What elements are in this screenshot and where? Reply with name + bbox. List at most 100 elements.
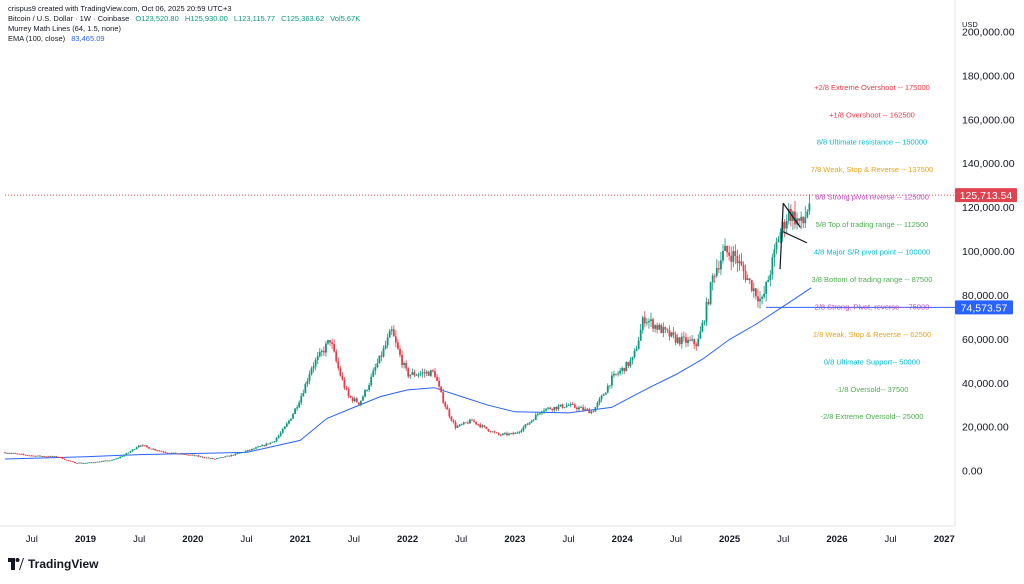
candle-body bbox=[193, 454, 196, 456]
candle-body bbox=[641, 317, 644, 330]
price-chart[interactable]: 125,713.54 74,573.57 +2/8 Extreme Oversho… bbox=[0, 0, 1024, 552]
y-axis[interactable]: 0.00 20,000.00 40,000.00 60,000.00 80,000.00… bbox=[962, 26, 1015, 477]
candle-body bbox=[658, 324, 661, 330]
candle-body bbox=[96, 461, 99, 463]
candle-body bbox=[78, 462, 80, 464]
candle-body bbox=[41, 456, 43, 457]
indicator-legend-murrey[interactable]: Murrey Math Lines (64, 1.5, none) bbox=[8, 24, 125, 33]
candle-body bbox=[631, 356, 634, 361]
candle-body bbox=[137, 445, 140, 448]
candle-body bbox=[752, 288, 755, 291]
candle-body bbox=[45, 456, 48, 458]
candle-body bbox=[333, 344, 336, 352]
candle-body bbox=[746, 278, 749, 280]
candle-body bbox=[292, 413, 294, 419]
candle-body bbox=[734, 251, 737, 257]
candle-body bbox=[643, 317, 646, 324]
candle-body bbox=[440, 386, 443, 393]
candle-body bbox=[386, 337, 389, 346]
candle-body bbox=[434, 371, 436, 377]
created-text: crispus9 created with TradingView.com, O… bbox=[8, 4, 232, 13]
candle-body bbox=[183, 454, 185, 455]
candle-body bbox=[798, 218, 801, 221]
candle-body bbox=[619, 370, 622, 374]
candle-body bbox=[100, 461, 103, 463]
candle-body bbox=[265, 443, 268, 446]
candle-body bbox=[178, 453, 181, 455]
candle-body bbox=[187, 454, 189, 456]
candle-body bbox=[493, 431, 496, 433]
murrey-labels: +2/8 Extreme Overshoot -- 175000 +1/8 Ove… bbox=[811, 83, 933, 421]
candle-body bbox=[170, 452, 173, 454]
candle-body bbox=[318, 351, 321, 357]
candle-body bbox=[76, 463, 78, 464]
grid-lines bbox=[0, 0, 956, 527]
x-tick-label: Jul bbox=[885, 534, 897, 545]
candle-body bbox=[8, 453, 11, 454]
support-price-tag bbox=[955, 300, 1013, 315]
y-tick-label: 20,000.00 bbox=[962, 422, 1009, 434]
murrey-level-label: 0/8 Ultimate Support-- 50000 bbox=[824, 357, 920, 366]
candle-body bbox=[621, 367, 624, 371]
candle-body bbox=[442, 392, 445, 403]
candle-body bbox=[491, 431, 494, 433]
candle-body bbox=[534, 414, 537, 420]
candle-body bbox=[234, 453, 237, 456]
candle-body bbox=[366, 389, 368, 391]
candle-body bbox=[742, 265, 745, 272]
candle-body bbox=[730, 255, 733, 262]
candle-body bbox=[479, 424, 482, 428]
candle-body bbox=[709, 282, 712, 304]
candle-body bbox=[37, 455, 39, 457]
candle-body bbox=[446, 406, 449, 410]
candle-body bbox=[448, 409, 451, 417]
ema-indicator-label[interactable]: EMA (100, close) bbox=[8, 34, 66, 43]
candle-body bbox=[399, 348, 401, 355]
candle-body bbox=[357, 402, 360, 405]
candle-body bbox=[417, 374, 420, 376]
candle-body bbox=[664, 327, 667, 330]
candle-body bbox=[376, 363, 379, 368]
candle-body bbox=[388, 330, 391, 338]
candle-body bbox=[209, 458, 212, 459]
candle-body bbox=[288, 420, 290, 424]
candle-body bbox=[277, 435, 280, 439]
candle-body bbox=[713, 275, 716, 277]
y-tick-label: 120,000.00 bbox=[962, 202, 1015, 214]
x-tick-label: Jul bbox=[133, 534, 145, 545]
candle-body bbox=[263, 445, 266, 446]
x-axis[interactable]: Jul 2019 Jul 2020 Jul 2021 Jul 2022 Jul 2023 Jul 20… bbox=[26, 534, 955, 545]
candle-body bbox=[201, 456, 204, 458]
candle-body bbox=[629, 360, 632, 366]
candle-body bbox=[545, 408, 547, 411]
indicator-legend-ema[interactable]: EMA (100, close) 83,465.09 bbox=[8, 34, 109, 43]
candle-body bbox=[567, 405, 570, 406]
candle-body bbox=[407, 368, 410, 377]
candle-body bbox=[425, 371, 428, 374]
candle-body bbox=[594, 407, 597, 412]
murrey-level-label: 1/8 Weak, Stop & Reverse -- 62500 bbox=[813, 330, 931, 339]
candle-body bbox=[672, 332, 675, 335]
candle-body bbox=[703, 321, 706, 323]
candle-body bbox=[438, 380, 440, 387]
candle-body bbox=[450, 416, 453, 421]
murrey-level-label: +1/8 Overshoot -- 162500 bbox=[829, 110, 915, 119]
candle-body bbox=[322, 350, 325, 353]
candle-body bbox=[232, 454, 235, 456]
candle-body bbox=[779, 232, 782, 240]
candle-body bbox=[695, 344, 698, 347]
candle-body bbox=[248, 449, 251, 451]
tradingview-logo[interactable]: TradingView bbox=[8, 557, 98, 571]
murrey-indicator-label[interactable]: Murrey Math Lines (64, 1.5, none) bbox=[8, 24, 121, 33]
murrey-level-label: -1/8 Oversold-- 37500 bbox=[836, 385, 909, 394]
symbol-label[interactable]: Bitcoin / U.S. Dollar · 1W · Coinbase bbox=[8, 14, 130, 23]
candle-body bbox=[806, 211, 809, 218]
murrey-level-label: 5/8 Top of trading range -- 112500 bbox=[816, 220, 929, 229]
candle-body bbox=[405, 362, 408, 369]
x-tick-label: Jul bbox=[562, 534, 574, 545]
candle-body bbox=[345, 387, 348, 390]
ohlc-legend[interactable]: Bitcoin / U.S. Dollar · 1W · Coinbase O1… bbox=[8, 14, 364, 23]
candle-body bbox=[6, 453, 8, 454]
open-value: O123,520.80 bbox=[135, 14, 179, 23]
candle-body bbox=[113, 459, 115, 461]
